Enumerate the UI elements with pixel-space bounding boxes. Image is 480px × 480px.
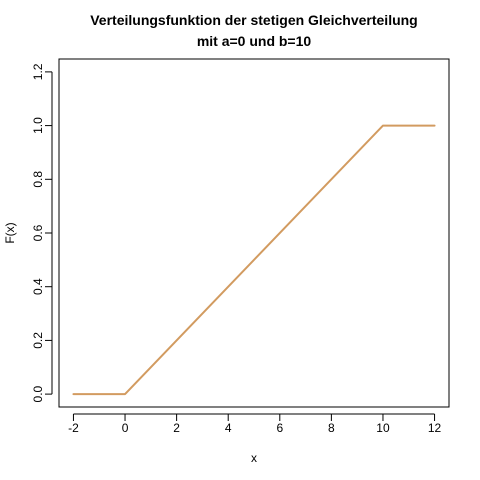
x-tick-label: 8 — [328, 421, 335, 435]
distribution-line — [72, 124, 436, 396]
y-axis: 0.0 0.2 0.4 0.6 0.8 1.0 1.2 — [31, 63, 53, 402]
y-axis-label: F(x) — [3, 222, 17, 243]
series-layer — [72, 124, 436, 396]
x-tick-label: 10 — [376, 421, 390, 435]
x-tick-label: 12 — [428, 421, 442, 435]
y-tick-label: 0.6 — [31, 224, 45, 241]
plot-frame — [58, 58, 450, 408]
y-tick-label: 1.0 — [31, 117, 45, 134]
x-axis: -2 0 2 4 6 8 10 12 — [68, 413, 442, 435]
x-tick-label: 6 — [276, 421, 283, 435]
x-axis-label: x — [251, 451, 257, 465]
chart-title: Verteilungsfunktion der stetigen Gleichv… — [90, 12, 418, 28]
x-tick-label: 0 — [122, 421, 129, 435]
y-tick-label: 0.4 — [31, 278, 45, 295]
x-tick-label: 2 — [173, 421, 180, 435]
x-tick-label: 4 — [225, 421, 232, 435]
chart-subtitle: mit a=0 und b=10 — [197, 33, 312, 49]
x-tick-label: -2 — [68, 421, 79, 435]
y-tick-label: 0.0 — [31, 385, 45, 402]
y-tick-label: 0.2 — [31, 332, 45, 349]
y-tick-label: 0.8 — [31, 171, 45, 188]
y-tick-label: 1.2 — [31, 63, 45, 80]
